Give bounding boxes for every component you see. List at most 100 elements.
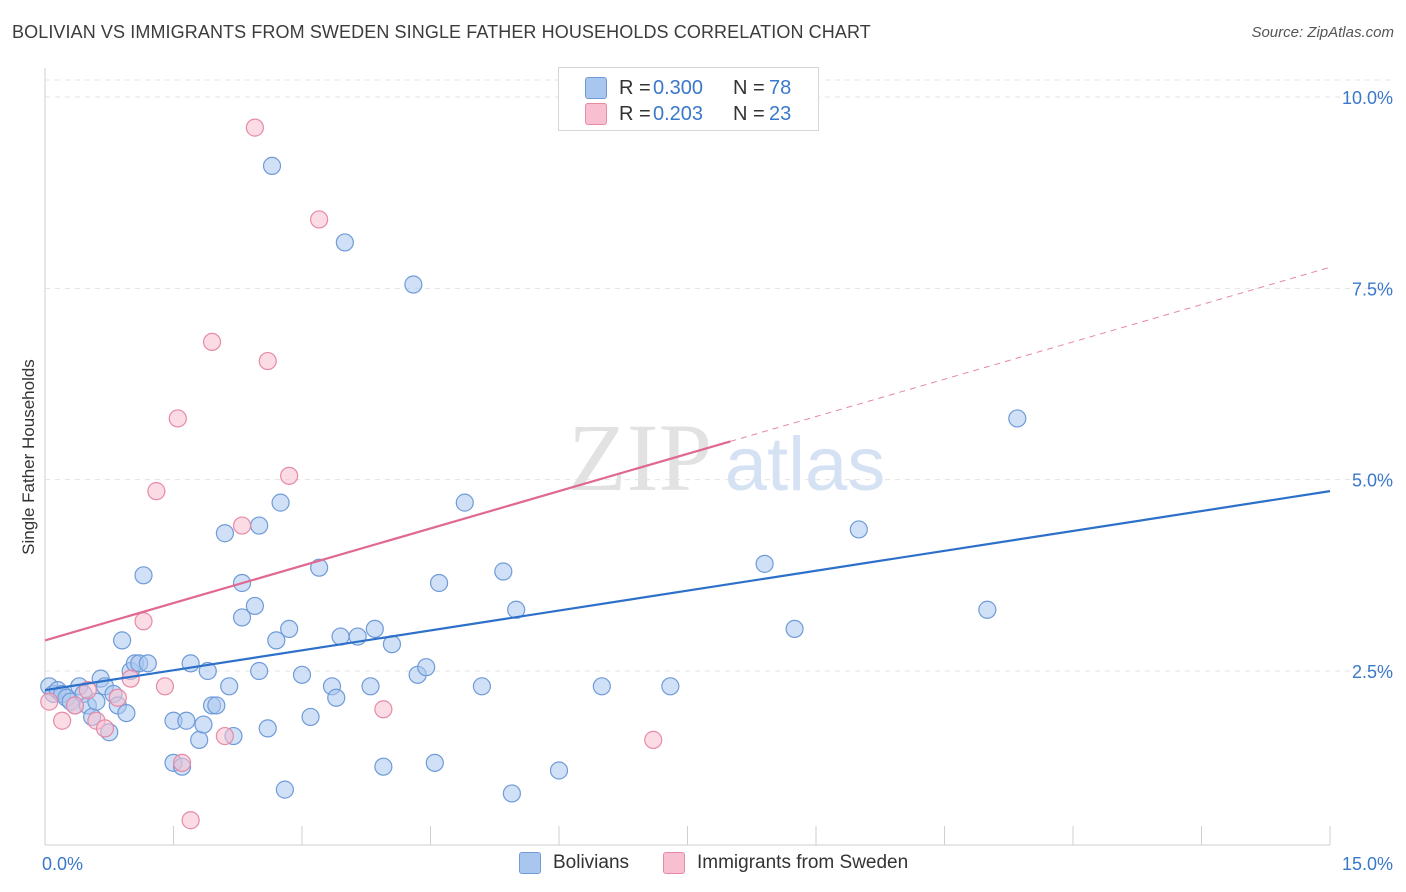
sweden-point: [644, 730, 663, 749]
bolivians-point: [275, 780, 294, 799]
legend-r-value: 0.203: [653, 102, 704, 125]
sweden-point: [172, 753, 192, 772]
bolivians-point: [215, 524, 234, 543]
bolivians-point: [117, 703, 136, 723]
y-tick-label: 7.5%: [1352, 279, 1393, 299]
bottom-legend-label-bolivians: Bolivians: [553, 852, 630, 873]
bolivians-point: [978, 600, 997, 619]
sweden-point: [181, 811, 200, 830]
sweden-point: [53, 711, 72, 730]
sweden-point: [108, 688, 127, 707]
bolivians-point: [198, 661, 217, 681]
legend-n-value: 78: [769, 76, 792, 99]
sweden-point: [147, 482, 166, 501]
sweden-point: [95, 719, 115, 738]
sweden-point: [215, 726, 234, 746]
bolivians-point: [785, 619, 804, 639]
watermark-zip: ZIP: [568, 404, 712, 511]
bolivians-point: [232, 608, 252, 627]
sweden-point: [280, 466, 299, 485]
bolivians-point: [592, 677, 611, 696]
axes: [44, 68, 1331, 846]
bolivians-point: [220, 677, 239, 696]
sweden-trend-extension: [730, 266, 1331, 442]
bolivians-point: [455, 493, 474, 512]
legend-row-sweden: R = 0.203 N = 23: [585, 101, 791, 127]
bolivians-point: [292, 665, 312, 684]
legend-n-label: N =: [733, 76, 765, 99]
sweden-point: [374, 700, 393, 719]
bolivians-point: [661, 677, 680, 696]
sweden-point: [40, 692, 59, 711]
bottom-legend-bolivians[interactable]: Bolivians: [519, 852, 629, 874]
legend-swatch-bolivians: [585, 77, 607, 99]
trend-lines: [44, 266, 1331, 692]
bolivians-point: [258, 719, 277, 738]
bolivians-point: [190, 730, 209, 749]
watermark-atlas: atlas: [725, 422, 886, 507]
bolivians-point: [207, 696, 226, 715]
sweden-point: [155, 677, 175, 696]
bolivians-point: [280, 619, 299, 639]
y-axis-label: Single Father Households: [19, 359, 38, 555]
sweden-trend-line: [44, 440, 731, 642]
y-tick-label: 10.0%: [1342, 88, 1393, 108]
bolivians-point: [365, 619, 384, 639]
legend-r-label: R =: [619, 76, 651, 99]
bottom-legend-label-sweden: Immigrants from Sweden: [697, 852, 909, 873]
bolivians-point: [262, 156, 282, 175]
sweden-point: [65, 696, 85, 715]
bolivians-point: [194, 715, 213, 734]
legend-n-value: 23: [769, 102, 792, 125]
legend-n-label: N =: [733, 102, 765, 125]
bolivians-point: [245, 596, 264, 616]
sweden-point: [245, 118, 264, 137]
bolivians-point: [494, 562, 513, 581]
bolivians-point: [755, 554, 774, 573]
legend-swatch-sweden: [585, 103, 607, 125]
bolivians-trend-line: [44, 490, 1331, 692]
bolivians-point: [849, 520, 868, 539]
sweden-point: [202, 332, 222, 352]
data-points: [40, 118, 1027, 830]
x-tick-label: 15.0%: [1342, 854, 1393, 874]
bottom-legend-swatch-bolivians: [519, 852, 541, 874]
y-tick-label: 5.0%: [1352, 471, 1393, 491]
bolivians-point: [417, 658, 436, 677]
bolivians-point: [267, 631, 286, 650]
source-label: Source: ZipAtlas.com: [1251, 24, 1394, 41]
bolivians-point: [271, 493, 290, 512]
bolivians-point: [374, 757, 393, 776]
bolivians-point: [404, 275, 423, 294]
bolivians-point: [502, 784, 521, 803]
sweden-point: [78, 681, 97, 700]
bolivians-point: [1008, 409, 1027, 428]
sweden-point: [232, 516, 252, 535]
tick-labels: 2.5% 5.0% 7.5% 10.0% 0.0% 15.0%: [42, 88, 1393, 874]
legend-r-label: R =: [619, 102, 651, 125]
bolivians-point: [429, 573, 449, 593]
bolivians-point: [327, 688, 346, 707]
sweden-point: [310, 210, 329, 229]
y-tick-label: 2.5%: [1352, 662, 1393, 682]
sweden-point: [168, 409, 187, 428]
chart-title: BOLIVIAN VS IMMIGRANTS FROM SWEDEN SINGL…: [12, 22, 871, 42]
bottom-legend-sweden[interactable]: Immigrants from Sweden: [663, 852, 908, 874]
bolivians-point: [138, 654, 157, 673]
bolivians-point: [549, 761, 569, 780]
bolivians-point: [310, 558, 329, 577]
legend-row-bolivians: R = 0.300 N = 78: [585, 75, 791, 101]
watermark: ZIP atlas: [568, 404, 885, 511]
correlation-legend: R = 0.300 N = 78 R = 0.203 N = 23: [558, 67, 819, 131]
bolivians-point: [361, 677, 380, 696]
x-tick-label: 0.0%: [42, 854, 83, 874]
bottom-legend-swatch-sweden: [663, 852, 685, 874]
bolivians-point: [335, 233, 354, 252]
bolivians-point: [425, 753, 444, 772]
sweden-point: [134, 612, 153, 631]
bolivians-point: [472, 677, 491, 696]
bolivians-point: [177, 711, 196, 730]
bolivians-point: [134, 566, 153, 585]
bolivians-point: [112, 631, 132, 650]
bolivians-point: [250, 516, 269, 535]
